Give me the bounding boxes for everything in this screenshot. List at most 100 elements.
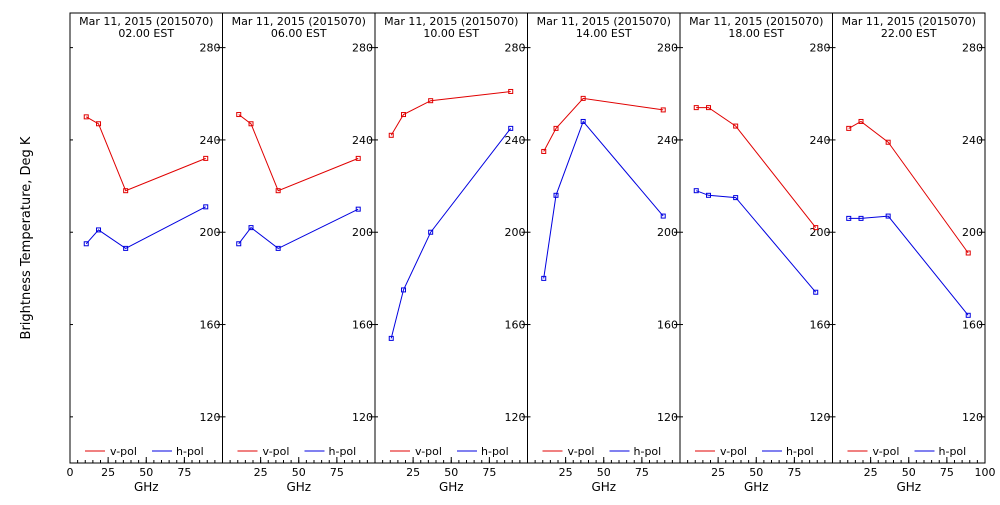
data-point-h-pol [508, 125, 514, 131]
data-point-v-pol [733, 123, 739, 129]
data-point-h-pol [706, 192, 712, 198]
series-line-h-pol [848, 215, 969, 316]
data-point-h-pol [846, 215, 852, 221]
y-tick-label: 160 [505, 319, 526, 332]
x-tick-label: 25 [711, 466, 725, 479]
y-tick-label: 240 [657, 134, 678, 147]
x-axis-label: GHz [591, 480, 616, 494]
y-tick-label: 240 [352, 134, 373, 147]
series-line-v-pol [696, 107, 817, 228]
data-point-v-pol [813, 225, 819, 231]
x-axis-label: GHz [744, 480, 769, 494]
x-tick-label: 0 [67, 466, 74, 479]
data-point-v-pol [660, 107, 666, 113]
data-point-v-pol [83, 114, 89, 120]
panel-title: Mar 11, 2015 (2015070) [232, 15, 366, 28]
legend-label-vpol: v-pol [720, 445, 747, 458]
data-point-v-pol [508, 88, 514, 94]
x-tick-label: 25 [101, 466, 115, 479]
data-point-v-pol [388, 132, 394, 138]
data-point-h-pol [401, 287, 407, 293]
y-tick-label: 280 [810, 42, 831, 55]
y-tick-label: 160 [200, 319, 221, 332]
y-tick-label: 280 [200, 42, 221, 55]
data-point-v-pol [846, 125, 852, 131]
x-axis-label: GHz [896, 480, 921, 494]
panel-title: Mar 11, 2015 (2015070) [842, 15, 976, 28]
data-point-v-pol [553, 125, 559, 131]
data-point-h-pol [660, 213, 666, 219]
legend-label-hpol: h-pol [939, 445, 967, 458]
data-point-v-pol [236, 112, 242, 118]
data-point-v-pol [428, 98, 434, 104]
y-tick-label: 200 [810, 226, 831, 239]
series-line-v-pol [85, 116, 206, 192]
panel-time-label: 14.00 EST [576, 27, 632, 40]
y-tick-label: 240 [810, 134, 831, 147]
y-tick-label: 120 [962, 411, 983, 424]
panel-time-label: 10.00 EST [423, 27, 479, 40]
x-tick-label: 50 [749, 466, 763, 479]
x-tick-label: 25 [254, 466, 268, 479]
x-tick-label: 75 [940, 466, 954, 479]
legend-label-hpol: h-pol [634, 445, 662, 458]
y-tick-label: 200 [352, 226, 373, 239]
data-point-h-pol [580, 118, 586, 124]
y-tick-label: 120 [657, 411, 678, 424]
data-point-h-pol [965, 312, 971, 318]
data-point-h-pol [123, 245, 129, 251]
legend-label-hpol: h-pol [786, 445, 814, 458]
series-line-v-pol [848, 120, 969, 254]
legend-label-hpol: h-pol [329, 445, 357, 458]
y-tick-label: 240 [505, 134, 526, 147]
data-point-h-pol [733, 195, 739, 201]
y-tick-label: 160 [810, 319, 831, 332]
data-point-v-pol [965, 250, 971, 256]
y-tick-label: 200 [505, 226, 526, 239]
y-tick-label: 280 [352, 42, 373, 55]
x-tick-label: 50 [902, 466, 916, 479]
x-tick-label: 75 [635, 466, 649, 479]
panel-title: Mar 11, 2015 (2015070) [79, 15, 213, 28]
y-tick-label: 120 [352, 411, 373, 424]
data-point-h-pol [813, 289, 819, 295]
y-tick-label: 240 [962, 134, 983, 147]
panel-time-label: 22.00 EST [881, 27, 937, 40]
x-axis-label: GHz [286, 480, 311, 494]
x-tick-label: 25 [864, 466, 878, 479]
data-point-v-pol [96, 121, 102, 127]
x-tick-label: 75 [787, 466, 801, 479]
series-line-h-pol [696, 190, 817, 293]
data-point-h-pol [553, 192, 559, 198]
data-point-v-pol [693, 105, 699, 111]
panel-time-label: 02.00 EST [118, 27, 174, 40]
x-tick-label: 75 [482, 466, 496, 479]
legend-label-vpol: v-pol [110, 445, 137, 458]
y-tick-label: 200 [657, 226, 678, 239]
y-tick-label: 200 [200, 226, 221, 239]
data-point-h-pol [96, 227, 102, 233]
data-point-h-pol [541, 275, 547, 281]
series-line-v-pol [543, 97, 664, 152]
legend-label-vpol: v-pol [415, 445, 442, 458]
x-tick-label: 25 [406, 466, 420, 479]
data-point-v-pol [885, 139, 891, 145]
series-line-h-pol [543, 120, 664, 279]
data-point-h-pol [236, 241, 242, 247]
series-line-h-pol [390, 128, 512, 339]
x-tick-label: 100 [975, 466, 996, 479]
series-line-h-pol [85, 206, 206, 249]
data-point-v-pol [123, 188, 129, 194]
data-point-h-pol [275, 245, 281, 251]
x-tick-label: 50 [444, 466, 458, 479]
y-tick-label: 160 [657, 319, 678, 332]
y-tick-label: 280 [657, 42, 678, 55]
panel-time-label: 06.00 EST [271, 27, 327, 40]
series-line-v-pol [390, 91, 511, 136]
data-point-v-pol [248, 121, 254, 127]
x-tick-label: 50 [292, 466, 306, 479]
legend-label-hpol: h-pol [481, 445, 509, 458]
data-point-h-pol [388, 335, 394, 341]
y-tick-label: 120 [505, 411, 526, 424]
